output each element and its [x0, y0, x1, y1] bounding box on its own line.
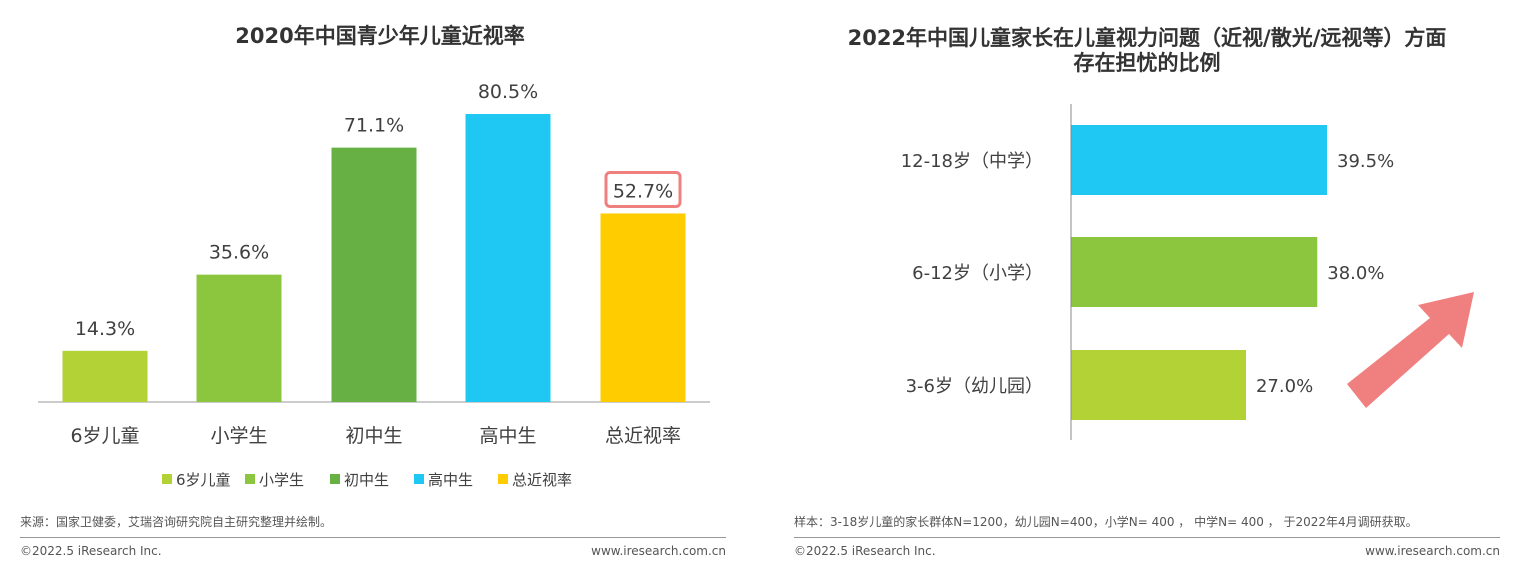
legend-label-4: 总近视率 [512, 471, 572, 489]
bar-2 [331, 147, 417, 402]
data-label-3: 80.5% [478, 81, 538, 103]
data-label-2: 27.0% [1256, 376, 1313, 397]
right-chart-title: 2022年中国儿童家长在儿童视力问题（近视/散光/远视等）方面 存在担忧的比例 [770, 26, 1524, 76]
x-tick-label-1: 小学生 [210, 425, 267, 447]
legend-label-3: 高中生 [428, 471, 473, 489]
legend-swatch-3 [414, 474, 424, 484]
legend-label-1: 小学生 [259, 471, 304, 489]
legend-label-0: 6岁儿童 [176, 471, 231, 489]
data-label-1: 35.6% [209, 242, 269, 264]
bar-1 [1071, 237, 1318, 307]
left-url[interactable]: www.iresearch.com.cn [591, 544, 726, 558]
left-divider [20, 537, 726, 538]
data-label-2: 71.1% [344, 115, 404, 137]
legend-swatch-0 [162, 474, 172, 484]
x-tick-label-3: 高中生 [479, 425, 536, 447]
legend-swatch-1 [245, 474, 255, 484]
left-source: 来源：国家卫健委，艾瑞咨询研究院自主研究整理并绘制。 [20, 515, 333, 529]
bar-4 [600, 213, 686, 402]
y-tick-label-1: 6-12岁（小学） [912, 263, 1043, 284]
bar-1 [196, 274, 282, 402]
data-label-4: 52.7% [613, 180, 673, 202]
right-title-line-2: 存在担忧的比例 [1073, 51, 1221, 75]
left-copyright: ©2022.5 iResearch Inc. [20, 544, 162, 558]
left-chart-title: 2020年中国青少年儿童近视率 [235, 24, 525, 48]
up-arrow-icon [1347, 292, 1474, 408]
bar-0 [1071, 125, 1327, 195]
right-divider [794, 537, 1500, 538]
x-tick-label-0: 6岁儿童 [70, 425, 139, 447]
y-tick-label-2: 3-6岁（幼儿园） [906, 376, 1043, 397]
bar-0 [62, 350, 148, 402]
right-url[interactable]: www.iresearch.com.cn [1365, 544, 1500, 558]
bar-2 [1071, 350, 1246, 420]
x-tick-label-2: 初中生 [345, 425, 402, 447]
data-label-0: 39.5% [1337, 151, 1394, 172]
legend-swatch-4 [498, 474, 508, 484]
x-tick-label-4: 总近视率 [605, 425, 681, 447]
right-bar-chart: 39.5% 12-18岁（中学） 38.0% 6-12岁（小学） 27.0% 3-6岁（幼… [901, 104, 1474, 440]
legend-label-2: 初中生 [344, 471, 389, 489]
left-bar-chart: 14.3% 6岁儿童 35.6% 小学生 71.1% 初中生 80.5% 高中生 52.7% 总近… [38, 81, 710, 489]
bar-3 [465, 114, 551, 402]
legend-swatch-2 [330, 474, 340, 484]
right-title-line-1: 2022年中国儿童家长在儿童视力问题（近视/散光/远视等）方面 [847, 26, 1447, 50]
data-label-0: 14.3% [75, 318, 135, 340]
right-source: 样本：3-18岁儿童的家长群体N=1200，幼儿园N=400，小学N= 400 … [794, 515, 1418, 529]
right-copyright: ©2022.5 iResearch Inc. [794, 544, 936, 558]
y-tick-label-0: 12-18岁（中学） [901, 151, 1043, 172]
highlight-box [604, 170, 682, 208]
data-label-1: 38.0% [1327, 263, 1384, 284]
